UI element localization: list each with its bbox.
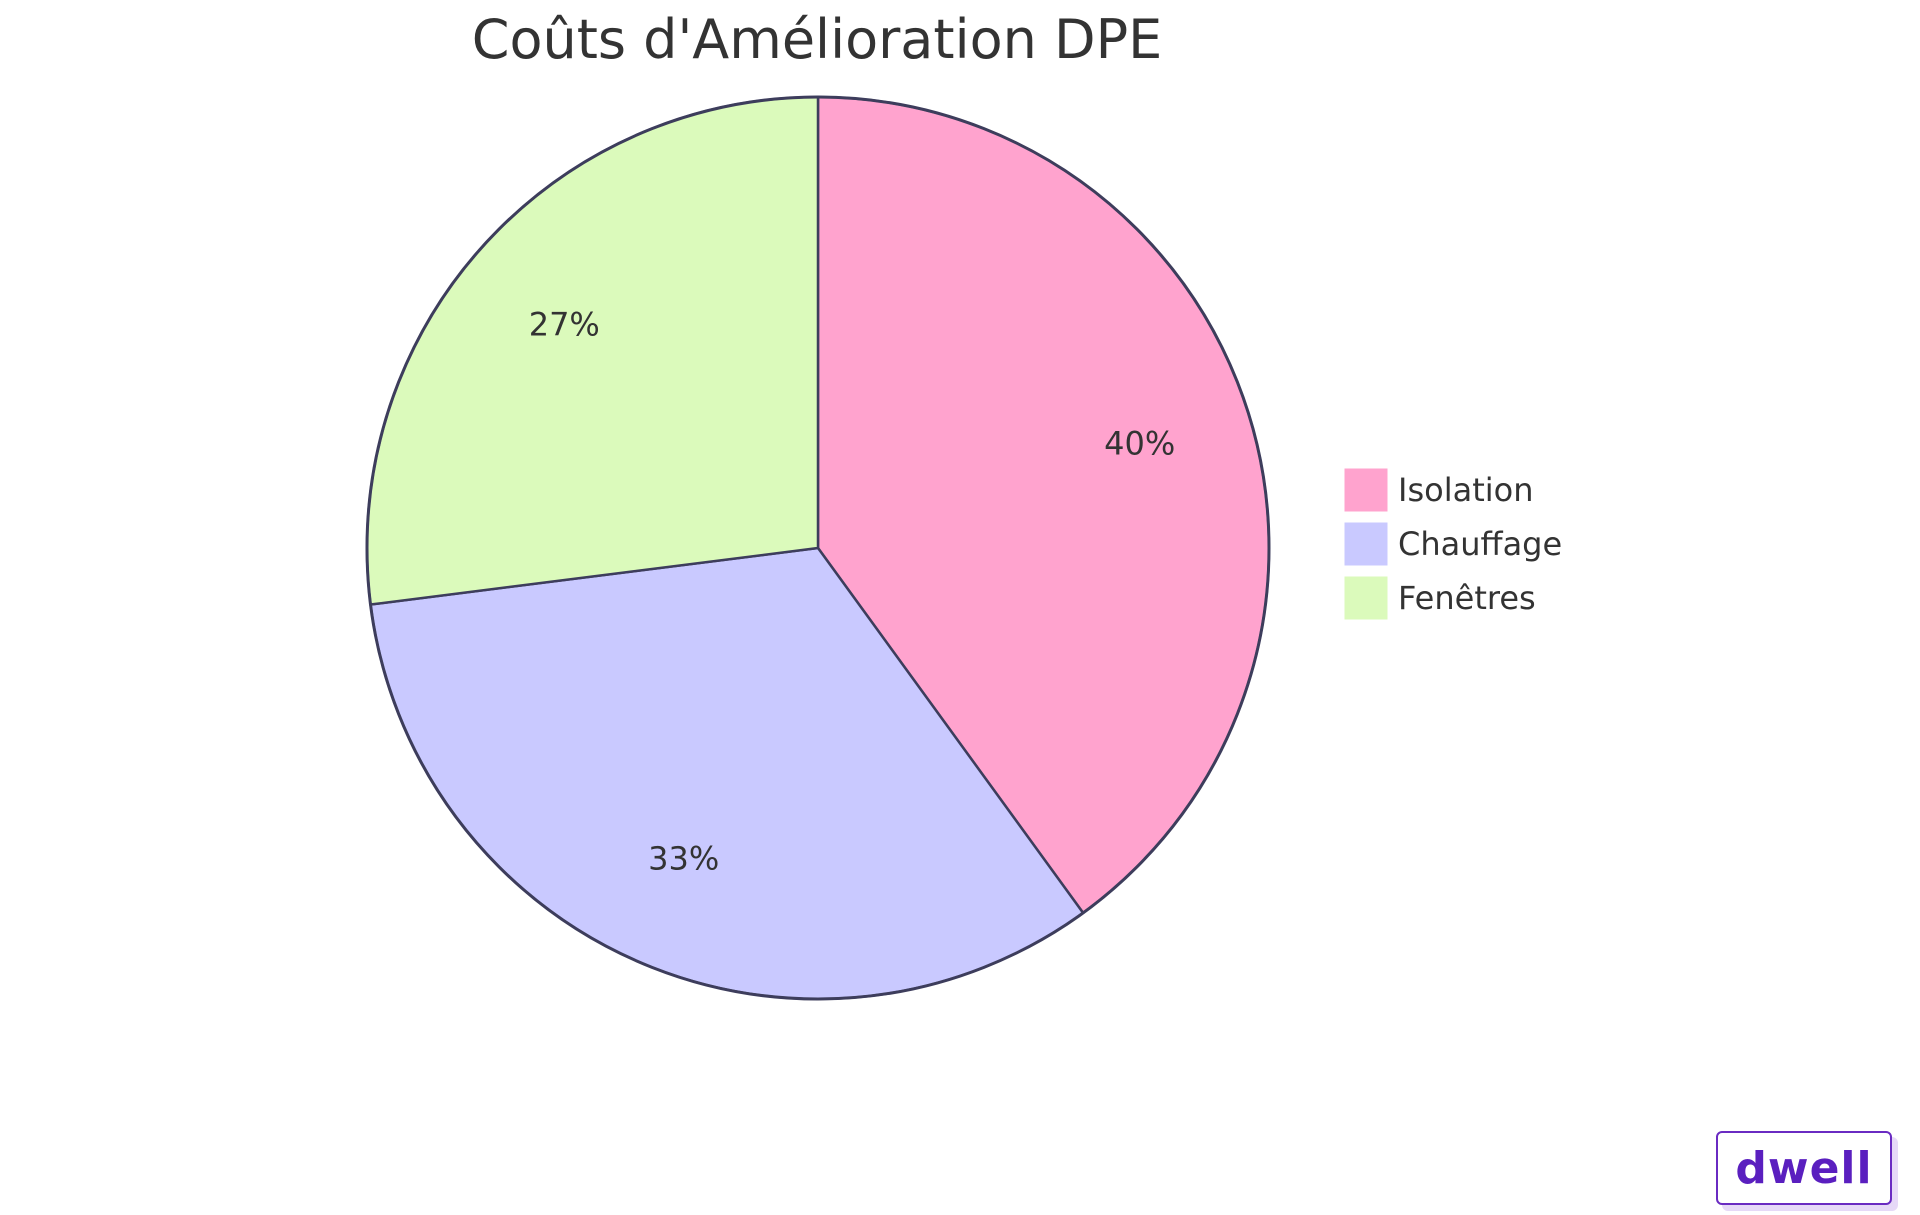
- pie-slice-label: 40%: [1104, 424, 1175, 462]
- legend-label-chauffage: Chauffage: [1398, 525, 1562, 563]
- brand-logo-text: dwell: [1735, 1142, 1873, 1194]
- pie-slice-fenêtres: [365, 95, 820, 606]
- legend-swatch-chauffage: [1343, 521, 1389, 567]
- brand-logo: dwell: [1716, 1131, 1892, 1205]
- pie-slice-labels: 40% 33% 27%: [529, 305, 1176, 877]
- legend-swatch-fenêtres: [1343, 575, 1389, 621]
- legend-label-fenêtres: Fenêtres: [1398, 579, 1536, 617]
- legend-label-isolation: Isolation: [1398, 471, 1533, 509]
- pie-slice-label: 33%: [648, 839, 719, 877]
- pie-outline: [365, 95, 1271, 1001]
- chart-title: Coûts d'Amélioration DPE: [472, 8, 1163, 71]
- pie-slices: [365, 95, 1271, 1001]
- pie-slice-label: 27%: [529, 305, 600, 343]
- legend: Isolation Chauffage Fenêtres: [1343, 467, 1562, 621]
- legend-swatch-isolation: [1343, 467, 1389, 513]
